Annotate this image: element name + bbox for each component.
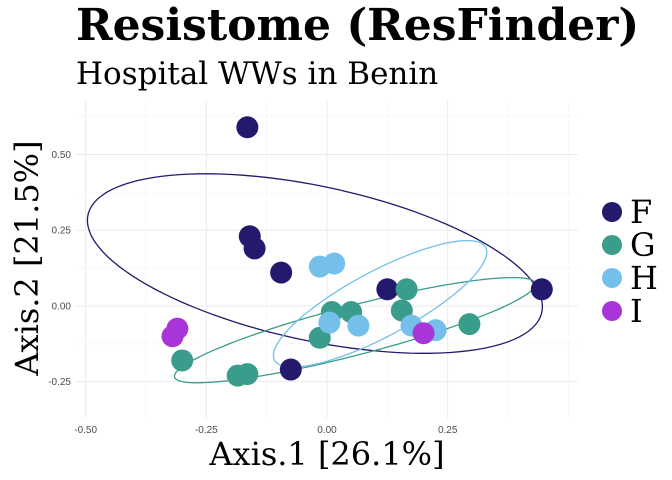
point-F <box>270 261 293 284</box>
ellipse-H <box>272 239 488 368</box>
y-axis-ticks: -0.25 0.00 0.25 0.50 <box>48 150 71 388</box>
point-G <box>458 313 481 336</box>
point-H <box>347 314 370 337</box>
point-I <box>412 322 435 345</box>
y-axis-title: Axis.2 [21.5%] <box>8 140 46 376</box>
chart-subtitle: Hospital WWs in Benin <box>76 56 438 92</box>
legend-label-H: H <box>630 259 658 297</box>
point-F <box>530 278 553 301</box>
legend-key-I <box>602 301 622 321</box>
point-G <box>236 363 259 386</box>
point-H <box>323 252 346 275</box>
y-tick-label: 0.00 <box>52 301 72 312</box>
legend-label-F: F <box>630 193 652 231</box>
point-H <box>318 311 341 334</box>
point-G <box>171 349 194 372</box>
legend-key-H <box>602 268 622 288</box>
point-F <box>236 116 259 139</box>
x-tick-label: 0.00 <box>317 425 337 436</box>
y-tick-label: 0.25 <box>52 226 72 237</box>
legend-label-I: I <box>630 292 643 330</box>
data-points <box>161 116 553 387</box>
point-G <box>395 278 418 301</box>
x-tick-label: -0.25 <box>195 425 218 436</box>
x-axis-ticks: -0.50 -0.25 0.00 0.25 <box>74 425 458 436</box>
point-F <box>243 237 266 260</box>
point-I <box>161 325 184 348</box>
chart-title: Resistome (ResFinder) <box>76 0 639 51</box>
ellipse-G <box>173 276 537 384</box>
legend-label-G: G <box>630 226 656 264</box>
y-tick-label: -0.25 <box>48 377 71 388</box>
x-tick-label: -0.50 <box>74 425 97 436</box>
legend-key-G <box>602 235 622 255</box>
point-F <box>376 278 399 301</box>
confidence-ellipses <box>86 173 544 384</box>
y-tick-label: 0.50 <box>52 150 72 161</box>
ellipse-F <box>86 173 544 354</box>
legend-key-F <box>602 202 622 222</box>
point-F <box>279 358 302 381</box>
x-axis-title: Axis.1 [26.1%] <box>208 435 444 473</box>
x-tick-label: 0.25 <box>438 425 458 436</box>
